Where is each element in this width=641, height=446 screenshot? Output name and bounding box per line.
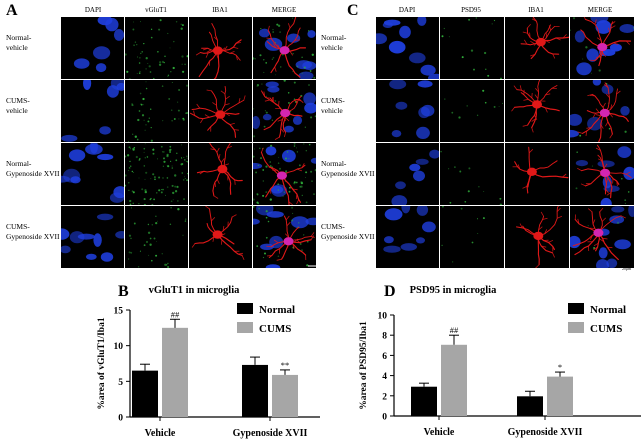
column-header: vGluT1 [145, 6, 167, 14]
y-tick-label: 0 [118, 414, 123, 424]
merge-image [253, 17, 316, 79]
merge-image [570, 80, 634, 142]
chart-title: vGluT1 in microglia [149, 285, 241, 296]
column-header: MERGE [587, 6, 613, 14]
column-header: IBA1 [212, 6, 228, 14]
dapi-image [61, 80, 124, 142]
y-axis-label: %area of PSD95/Iba1 [359, 321, 369, 410]
bar-chart-vglut1: vGluT1 in microglia %area of vGluT1/Iba1 0… [97, 285, 320, 439]
x-tick-label: Vehicle [145, 428, 176, 439]
iba1-image [505, 80, 569, 142]
dapi-image [61, 206, 124, 268]
x-tick-label: Gypenoside XVII [508, 427, 583, 438]
dapi-image [376, 143, 439, 205]
iba1-image [189, 17, 252, 79]
dapi-image [376, 80, 439, 142]
legend-label: CUMS [590, 323, 622, 335]
legend-label: CUMS [259, 323, 291, 335]
significance-mark: ** [281, 360, 290, 370]
merge-image [570, 206, 634, 268]
bar-normal [411, 386, 437, 416]
row-label: Normal- Gypenoside XVII [321, 159, 375, 178]
y-tick-label: 5 [118, 378, 123, 388]
synapse-marker-image [440, 17, 504, 79]
y-tick-label: 6 [382, 352, 387, 362]
significance-mark: ## [171, 309, 180, 319]
dapi-image [61, 143, 124, 205]
y-tick-label: 10 [378, 312, 388, 322]
x-tick-label: Vehicle [424, 427, 455, 438]
scale-bar-label: 20μm [622, 266, 632, 271]
y-tick-label: 2 [382, 392, 387, 402]
dapi-image [376, 17, 439, 79]
iba1-image [189, 143, 252, 205]
legend-swatch [237, 303, 253, 314]
merge-image [253, 80, 316, 142]
y-tick-label: 0 [382, 413, 387, 423]
x-tick-label: Gypenoside XVII [233, 428, 308, 439]
bar-cums [272, 374, 298, 417]
legend-swatch [237, 322, 253, 333]
merge-image [570, 17, 634, 79]
panel-letter-c: C [347, 2, 359, 19]
iba1-image [505, 206, 569, 268]
legend-label: Normal [259, 304, 295, 316]
iba1-image [505, 143, 569, 205]
column-header: PSD95 [461, 6, 481, 14]
synapse-marker-image [125, 17, 188, 79]
micrograph-panel-c: DAPI PSD95 IBA1 MERGE Normal-vehicle CUM… [321, 6, 634, 271]
column-header: DAPI [84, 6, 102, 14]
merge-image [253, 143, 316, 205]
row-label: CUMS-vehicle [321, 96, 345, 115]
synapse-marker-image [125, 80, 188, 142]
row-label: Normal- Gypenoside XVII [6, 159, 60, 178]
y-tick-label: 15 [114, 307, 124, 317]
micrograph-panel-a: DAPI vGluT1 IBA1 MERGE Normal-vehicle CU… [0, 0, 320, 275]
synapse-marker-image [440, 80, 504, 142]
legend-label: Normal [590, 304, 626, 316]
row-label: CUMS- Gypenoside XVII [321, 222, 375, 241]
synapse-marker-image [125, 143, 188, 205]
significance-mark: ## [450, 325, 459, 335]
column-header: DAPI [398, 6, 416, 14]
y-tick-label: 8 [382, 332, 387, 342]
merge-image [253, 206, 316, 268]
row-label: CUMS-vehicle [6, 96, 30, 115]
iba1-image [505, 17, 569, 79]
bar-normal [132, 370, 158, 417]
bar-cums [547, 376, 573, 416]
row-label: Normal-vehicle [321, 33, 347, 52]
bar-chart-psd95: PSD95 in microglia %area of PSD95/Iba1 0 2 4… [359, 285, 641, 438]
bar-normal [517, 396, 543, 416]
column-header: IBA1 [528, 6, 544, 14]
significance-mark: * [558, 362, 562, 372]
y-tick-label: 10 [114, 342, 124, 352]
legend-swatch [568, 322, 584, 333]
iba1-image [189, 206, 252, 268]
chart-title: PSD95 in microglia [410, 285, 497, 296]
bar-normal [242, 364, 268, 417]
y-tick-label: 4 [382, 372, 387, 382]
row-label: CUMS- Gypenoside XVII [6, 222, 60, 241]
column-header: MERGE [271, 6, 297, 14]
iba1-image [189, 80, 252, 142]
synapse-marker-image [440, 143, 504, 205]
synapse-marker-image [125, 206, 188, 268]
y-axis-label: %area of vGluT1/Iba1 [97, 317, 107, 409]
merge-image [570, 143, 634, 205]
bar-cums [162, 327, 188, 417]
dapi-image [376, 206, 439, 268]
synapse-marker-image [440, 206, 504, 268]
row-label: Normal-vehicle [6, 33, 32, 52]
panel-letter-d: D [384, 283, 396, 300]
bar-cums [441, 344, 467, 416]
panel-letter-a: A [6, 2, 18, 19]
dapi-image [61, 17, 124, 79]
panel-letter-b: B [118, 283, 129, 300]
legend-swatch [568, 303, 584, 314]
